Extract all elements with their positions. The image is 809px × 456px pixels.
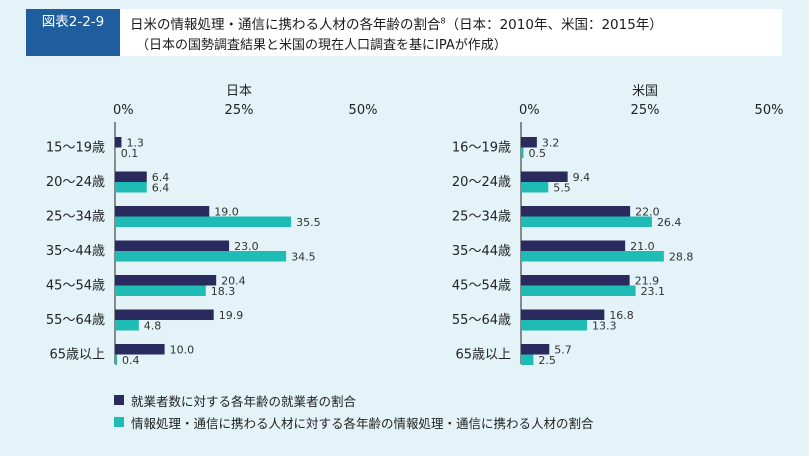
japan-bar-series1 (115, 206, 210, 217)
japan-data-label-series1: 6.4 (152, 171, 170, 184)
figure-subtitle: （日本の国勢調査結果と米国の現在人口調査を基にIPAが作成） (136, 38, 507, 53)
us-data-label-series2: 28.8 (669, 251, 694, 264)
us-bar-series1 (521, 240, 626, 251)
us-tick-label-50: 50% (755, 103, 784, 118)
legend-item-series1: 就業者数に対する各年齢の就業者の割合 (114, 389, 594, 411)
title-footnote-marker: 8 (440, 16, 446, 26)
japan-bar-series1 (115, 240, 230, 251)
japan-category-label: 25〜34歳 (46, 210, 105, 225)
japan-bar-series1 (115, 171, 147, 182)
japan-bar-series2 (115, 182, 147, 193)
japan-bar-series2 (115, 320, 139, 331)
japan-bar-series2 (115, 216, 292, 227)
japan-bar-series2 (115, 147, 116, 158)
japan-category-label: 15〜19歳 (46, 141, 105, 156)
legend: 就業者数に対する各年齢の就業者の割合 情報処理・通信に携わる人材に対する各年齢の… (114, 389, 594, 433)
us-category-label: 20〜24歳 (452, 175, 511, 190)
japan-data-label-series1: 19.0 (214, 206, 239, 219)
us-data-label-series2: 0.5 (528, 147, 546, 160)
figure-label: 図表2-2-9 (26, 9, 120, 56)
japan-tick-label-0: 0% (113, 103, 134, 118)
us-bar-series1 (521, 206, 631, 217)
japan-data-label-series2: 35.5 (296, 216, 321, 229)
us-bar-series2 (521, 251, 664, 262)
us-data-label-series2: 13.3 (592, 320, 617, 333)
japan-tick-label-25: 25% (225, 103, 254, 118)
us-bar-series2 (521, 320, 587, 331)
us-data-label-series2: 5.5 (553, 182, 571, 195)
japan-category-label: 20〜24歳 (46, 175, 105, 190)
japan-bar-series2 (115, 285, 206, 296)
japan-category-label: 55〜64歳 (46, 313, 105, 328)
us-data-label-series1: 16.8 (609, 309, 634, 322)
us-category-label: 35〜44歳 (452, 244, 511, 259)
us-bar-series2 (521, 147, 524, 158)
legend-item-series2: 情報処理・通信に携わる人材に対する各年齢の情報処理・通信に携わる人材の割合 (114, 411, 594, 433)
us-data-label-series2: 26.4 (657, 216, 682, 229)
japan-bar-series1 (115, 309, 214, 320)
us-bar-series2 (521, 216, 652, 227)
japan-category-label: 45〜54歳 (46, 279, 105, 294)
us-data-label-series1: 21.9 (635, 275, 660, 288)
us-panel-title: 米国 (632, 84, 658, 99)
japan-data-label-series1: 23.0 (234, 240, 259, 253)
japan-data-label-series2: 0.1 (121, 147, 139, 160)
japan-category-label: 65歳以上 (49, 348, 105, 363)
us-data-label-series1: 22.0 (635, 206, 660, 219)
us-bar-series1 (521, 171, 568, 182)
us-bar-series1 (521, 344, 550, 355)
japan-data-label-series2: 6.4 (152, 182, 170, 195)
title-box: 日米の情報処理・通信に携わる人材の各年齢の割合8（日本：2010年、米国：201… (120, 9, 782, 56)
us-bar-series2 (521, 182, 549, 193)
us-bar-series2 (521, 354, 534, 365)
legend-swatch-series2 (114, 417, 124, 427)
japan-category-label: 35〜44歳 (46, 244, 105, 259)
us-data-label-series1: 21.0 (630, 240, 655, 253)
us-bar-series2 (521, 285, 636, 296)
japan-bar-series1 (115, 137, 122, 148)
us-data-label-series2: 23.1 (641, 285, 666, 298)
japan-data-label-series1: 20.4 (221, 275, 246, 288)
us-category-label: 16〜19歳 (452, 141, 511, 156)
us-bar-series1 (521, 309, 605, 320)
us-category-label: 55〜64歳 (452, 313, 511, 328)
us-bar-series1 (521, 275, 630, 286)
japan-data-label-series1: 19.9 (219, 309, 244, 322)
legend-label-series1: 就業者数に対する各年齢の就業者の割合 (131, 393, 357, 409)
japan-bar-series2 (115, 251, 287, 262)
us-data-label-series2: 2.5 (538, 354, 556, 367)
japan-data-label-series1: 1.3 (126, 137, 144, 150)
japan-data-label-series2: 18.3 (211, 285, 236, 298)
japan-tick-label-50: 50% (349, 103, 378, 118)
legend-label-series2: 情報処理・通信に携わる人材に対する各年齢の情報処理・通信に携わる人材の割合 (131, 415, 594, 431)
us-tick-label-0: 0% (519, 103, 540, 118)
figure-title-main: 日米の情報処理・通信に携わる人材の各年齢の割合 (130, 17, 441, 33)
japan-bar-series1 (115, 275, 217, 286)
figure-title: 日米の情報処理・通信に携わる人材の各年齢の割合8（日本：2010年、米国：201… (130, 13, 663, 34)
us-tick-label-25: 25% (631, 103, 660, 118)
figure-header: 図表2-2-9 日米の情報処理・通信に携わる人材の各年齢の割合8（日本：2010… (0, 0, 809, 64)
legend-swatch-series1 (114, 395, 124, 405)
japan-data-label-series2: 34.5 (291, 251, 316, 264)
japan-bar-series2 (115, 354, 117, 365)
us-data-label-series1: 5.7 (554, 344, 572, 357)
japan-bar-series1 (115, 344, 165, 355)
us-data-label-series1: 9.4 (573, 171, 591, 184)
us-data-label-series1: 3.2 (542, 137, 560, 150)
japan-data-label-series1: 10.0 (170, 344, 195, 357)
figure-title-suffix: （日本：2010年、米国：2015年） (445, 17, 663, 33)
us-bar-series1 (521, 137, 537, 148)
us-category-label: 25〜34歳 (452, 210, 511, 225)
japan-data-label-series2: 4.8 (144, 320, 162, 333)
us-category-label: 45〜54歳 (452, 279, 511, 294)
us-category-label: 65歳以上 (455, 348, 511, 363)
japan-panel-title: 日本 (226, 84, 252, 99)
japan-data-label-series2: 0.4 (122, 354, 140, 367)
